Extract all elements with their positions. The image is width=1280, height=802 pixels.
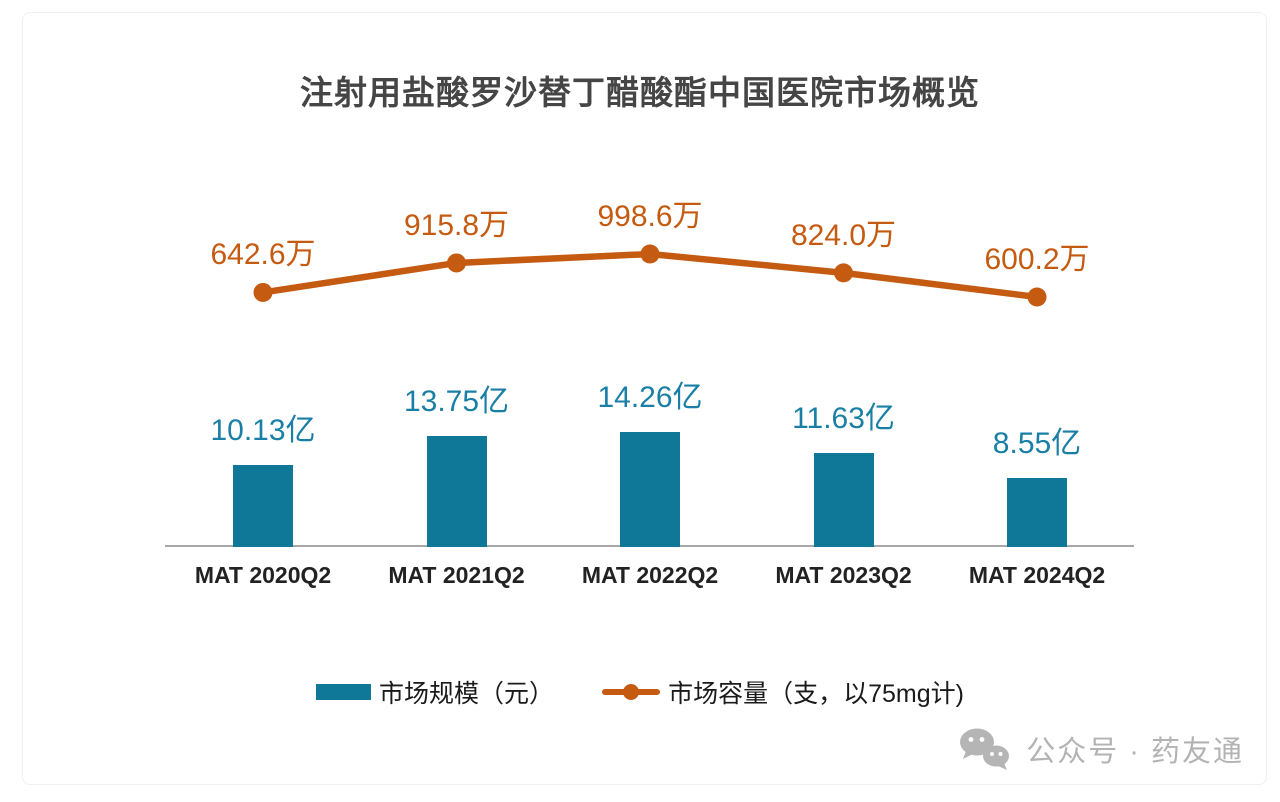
line-value-label: 915.8万	[403, 208, 510, 242]
line-value-label: 824.0万	[790, 218, 897, 252]
legend-item-bar: 市场规模（元）	[316, 674, 554, 710]
chart-card	[22, 12, 1267, 785]
x-axis-label: MAT 2023Q2	[775, 562, 912, 588]
bar-series-swatch	[316, 684, 372, 700]
chart-title: 注射用盐酸罗沙替丁醋酸酯中国医院市场概览	[300, 74, 980, 111]
legend-label-line: 市场容量（支，以75mg计)	[668, 680, 964, 708]
watermark: 公众号 · 药友通	[956, 726, 1244, 772]
legend-label-bar: 市场规模（元）	[379, 680, 555, 708]
watermark-text: 公众号 · 药友通	[1026, 736, 1244, 768]
line-value-label: 998.6万	[597, 200, 703, 233]
wechat-icon	[960, 728, 1010, 770]
x-axis-label: MAT 2022Q2	[581, 562, 719, 588]
bar-value-label: 11.63亿	[792, 402, 895, 436]
x-axis-label: MAT 2020Q2	[194, 562, 332, 588]
bar	[426, 436, 487, 547]
legend-item-line: 市场容量（支，以75mg计)	[602, 674, 964, 710]
x-axis-label: MAT 2021Q2	[388, 562, 525, 588]
line-series-swatch	[602, 684, 661, 700]
line-value-label: 642.6万	[210, 238, 316, 272]
bar	[813, 453, 874, 547]
bar-value-label: 10.13亿	[210, 414, 316, 448]
bar	[1007, 478, 1067, 547]
bar-value-label: 8.55亿	[992, 427, 1082, 461]
bar-value-label: 13.75亿	[403, 385, 510, 419]
bar-value-label: 14.26亿	[597, 381, 703, 415]
bar	[233, 465, 293, 547]
bar	[620, 432, 680, 547]
chart-legend: 市场规模（元） 市场容量（支，以75mg计)	[0, 674, 1280, 710]
line-value-label: 600.2万	[984, 243, 1090, 277]
x-axis-label: MAT 2024Q2	[968, 562, 1106, 588]
line-marker-dot	[623, 684, 640, 700]
